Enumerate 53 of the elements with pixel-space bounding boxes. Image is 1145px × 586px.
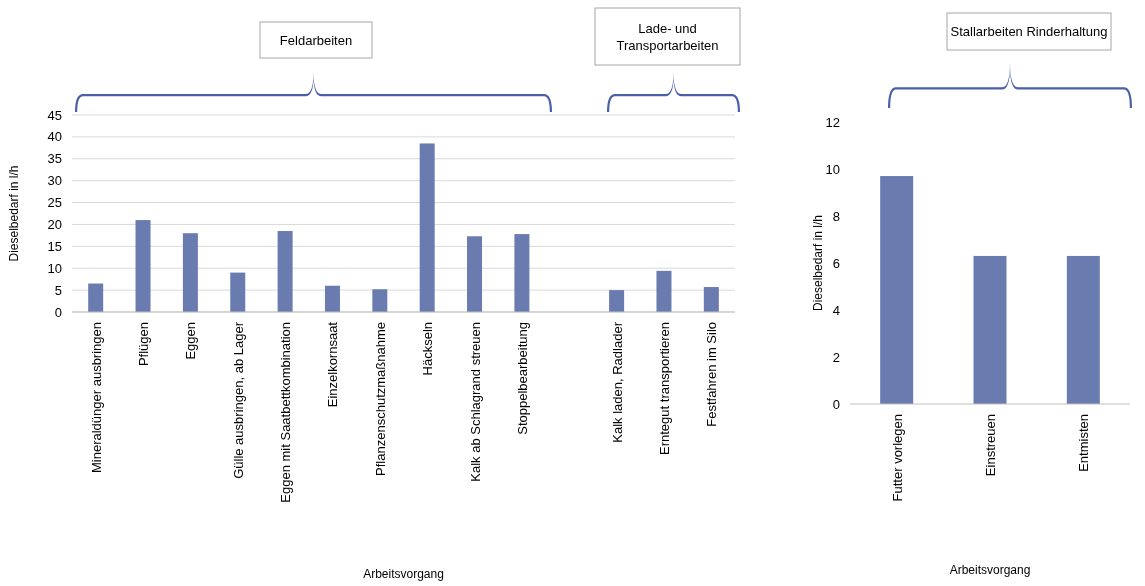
bar: [514, 234, 530, 312]
bar: [372, 289, 388, 312]
x-axis-title: Arbeitsvorgang: [363, 567, 444, 581]
x-tick-label: Eggen mit Saatbettkombination: [278, 322, 294, 503]
bar: [703, 287, 719, 312]
x-tick-label: Entmisten: [1076, 414, 1092, 472]
y-tick-label: 45: [47, 107, 62, 123]
y-tick-label: 35: [47, 151, 62, 167]
y-tick-label: 4: [832, 302, 840, 318]
bar: [182, 233, 198, 312]
text: Feldarbeiten: [279, 32, 353, 48]
x-tick-label: Gülle ausbringen, ab Lager: [230, 321, 246, 479]
x-tick-label: Futter vorlegen: [889, 414, 905, 502]
x-tick-label: Kalk laden, Radlader: [609, 321, 625, 443]
x-tick-label: Mineraldünger ausbringen: [88, 322, 104, 474]
y-tick-label: 10: [47, 260, 62, 276]
bar: [656, 270, 672, 312]
y-tick-label: 15: [47, 238, 62, 254]
text: Stallarbeiten Rinderhaltung: [950, 24, 1108, 40]
x-tick-label: Einzelkornsaat: [325, 321, 341, 408]
x-tick-label: Erntegut transportieren: [656, 322, 672, 455]
y-tick-label: 2: [832, 349, 840, 365]
y-tick-label: 8: [832, 208, 840, 224]
y-tick-label: 6: [832, 255, 840, 271]
y-tick-label: 25: [47, 195, 62, 211]
bar: [609, 290, 625, 312]
bar: [467, 236, 483, 312]
x-axis-title: Arbeitsvorgang: [949, 563, 1031, 577]
x-tick-label: Eggen: [183, 322, 199, 360]
y-tick-label: 10: [825, 161, 840, 177]
y-tick-label: 20: [47, 216, 62, 232]
bar: [419, 143, 435, 312]
y-tick-label: 30: [47, 173, 62, 189]
bar: [277, 231, 293, 312]
x-tick-label: Pflanzenschutzmaßnahme: [372, 322, 388, 476]
x-tick-label: Festfahren im Silo: [704, 322, 720, 427]
bar: [88, 283, 104, 312]
y-tick-label: 12: [825, 114, 840, 130]
x-tick-label: Häckseln: [420, 322, 436, 376]
y-tick-label: 0: [832, 396, 840, 412]
bar: [135, 220, 151, 312]
x-tick-label: Kalk ab Schlagrand streuen: [467, 322, 483, 482]
y-tick-label: 5: [54, 282, 62, 298]
y-tick-label: 0: [54, 304, 62, 320]
bar: [230, 272, 246, 312]
y-tick-label: 40: [47, 129, 62, 145]
y-axis-title: Dieselbedarf in l/h: [811, 214, 825, 312]
y-axis-title: Dieselbedarf in l/h: [7, 165, 21, 262]
x-tick-label: Stoppelbearbeitung: [514, 322, 530, 435]
x-tick-label: Einstreuen: [983, 414, 998, 477]
text: Lade- und Transportarbeiten: [616, 21, 719, 54]
bar: [324, 285, 340, 312]
x-tick-label: Pflügen: [136, 322, 152, 367]
